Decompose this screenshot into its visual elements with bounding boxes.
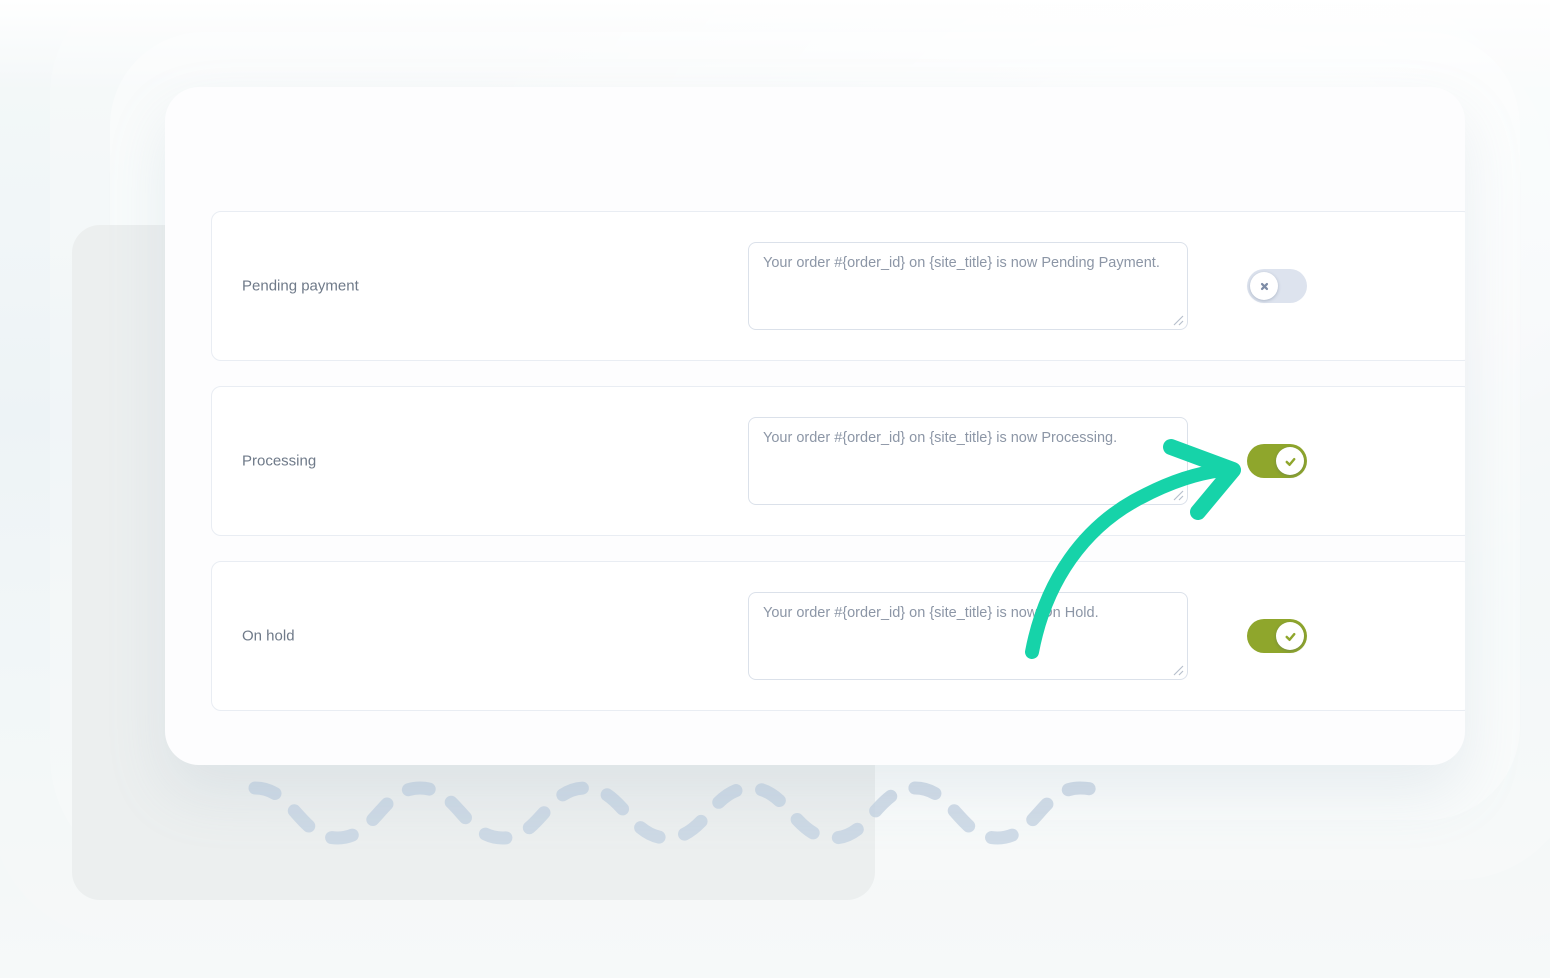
table-row: Pending payment Your order #{order_id} o…	[211, 211, 1465, 361]
x-icon	[1260, 282, 1268, 290]
message-field-wrapper: Your order #{order_id} on {site_title} i…	[748, 592, 1188, 680]
order-status-label: Processing	[242, 452, 317, 470]
message-field-wrapper: Your order #{order_id} on {site_title} i…	[748, 417, 1188, 505]
send-to-customer-toggle[interactable]	[1247, 269, 1307, 303]
toggle-knob	[1276, 622, 1304, 650]
toggle-knob	[1276, 447, 1304, 475]
send-to-customer-toggle[interactable]	[1247, 444, 1307, 478]
send-to-customer-toggle[interactable]	[1247, 619, 1307, 653]
resize-handle-icon[interactable]	[1173, 490, 1184, 501]
check-icon	[1285, 632, 1295, 641]
check-icon	[1285, 457, 1295, 466]
message-textarea[interactable]: Your order #{order_id} on {site_title} i…	[748, 592, 1188, 680]
table-row: Processing Your order #{order_id} on {si…	[211, 386, 1465, 536]
message-textarea[interactable]: Your order #{order_id} on {site_title} i…	[748, 242, 1188, 330]
settings-card: Order status Text Send to customer Pendi…	[165, 87, 1465, 765]
order-status-label: On hold	[242, 627, 295, 645]
resize-handle-icon[interactable]	[1173, 315, 1184, 326]
order-status-label: Pending payment	[242, 277, 359, 295]
message-field-wrapper: Your order #{order_id} on {site_title} i…	[748, 242, 1188, 330]
toggle-knob	[1250, 272, 1278, 300]
table-row: On hold Your order #{order_id} on {site_…	[211, 561, 1465, 711]
message-textarea[interactable]: Your order #{order_id} on {site_title} i…	[748, 417, 1188, 505]
resize-handle-icon[interactable]	[1173, 665, 1184, 676]
